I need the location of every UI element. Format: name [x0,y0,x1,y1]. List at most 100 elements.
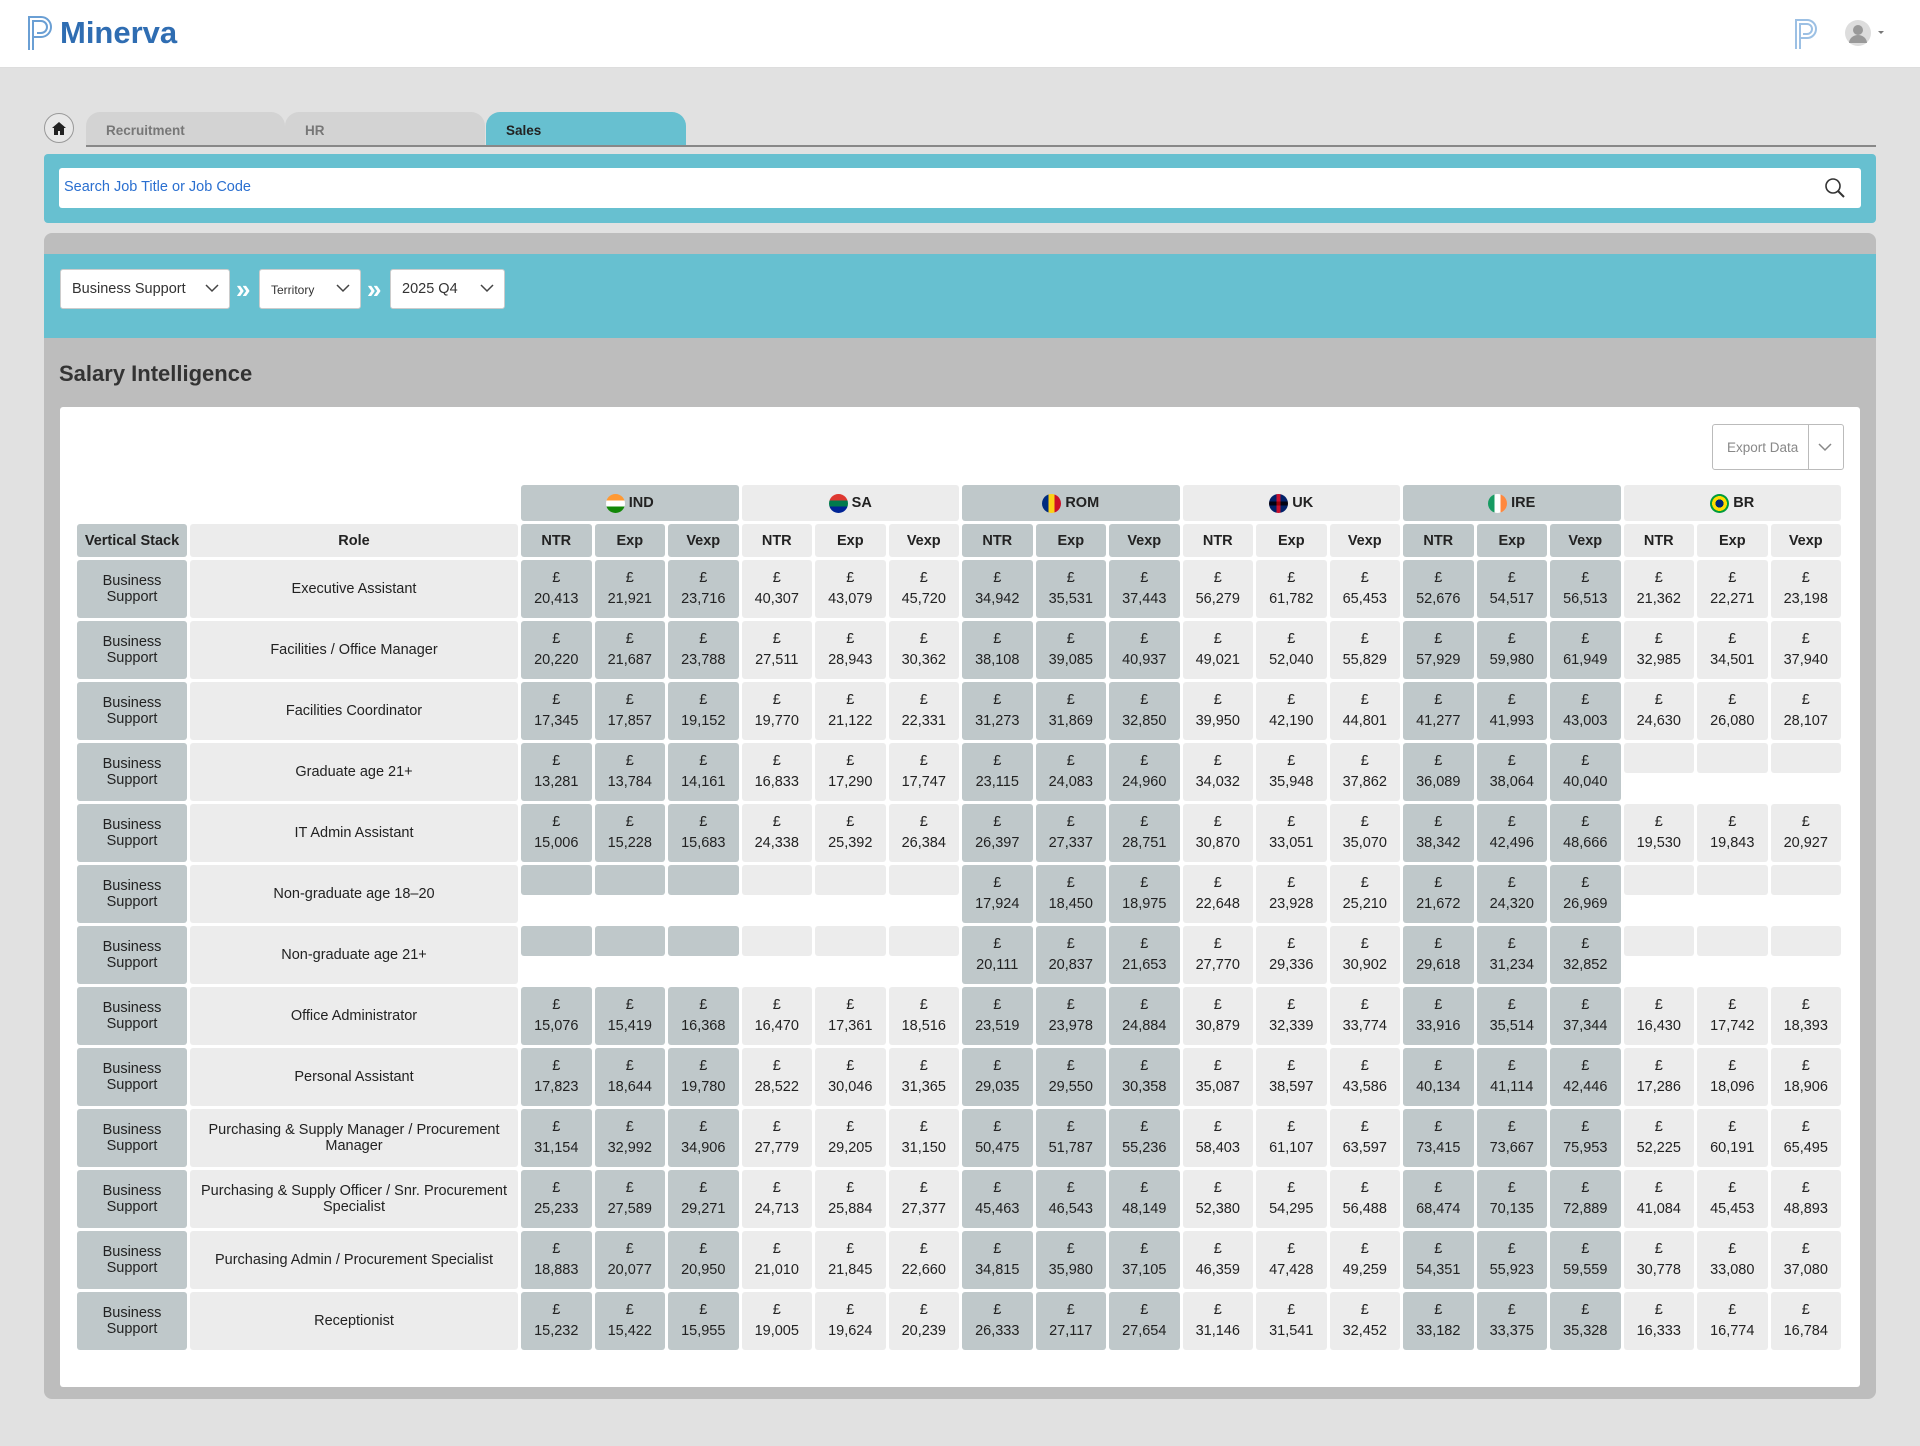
salary-value: £ 24,083 [1048,753,1093,790]
vertical-stack-cell: Business Support [77,682,187,740]
salary-cell: £ 31,234 [1476,926,1547,984]
salary-cell: £ 26,333 [962,1292,1033,1350]
salary-value: £ 15,419 [607,997,652,1034]
salary-value: £ 31,365 [901,1058,946,1095]
salary-value: £ 29,336 [1269,936,1314,973]
salary-cell: £ 23,716 [668,560,739,618]
salary-value: £ 36,089 [1416,753,1461,790]
salary-value: £ 42,446 [1563,1058,1608,1095]
salary-value: £ 35,980 [1048,1241,1093,1278]
salary-cell: £ 31,365 [888,1048,959,1106]
salary-value: £ 17,857 [607,692,652,729]
salary-cell: £ 40,307 [741,560,812,618]
salary-cell: £ 17,286 [1623,1048,1694,1106]
subcolumn-header: NTR [1403,524,1474,557]
salary-value: £ 15,228 [607,814,652,851]
salary-cell [815,865,886,895]
salary-cell: £ 55,236 [1109,1109,1180,1167]
dropdown[interactable]: Business Support [60,269,230,309]
salary-cell: £ 27,779 [741,1109,812,1167]
export-button[interactable]: Export Data [1712,424,1844,470]
salary-cell: £ 48,666 [1550,804,1621,862]
salary-cell [741,865,812,895]
salary-value: £ 35,328 [1563,1302,1608,1339]
salary-value: £ 31,234 [1489,936,1534,973]
salary-value: £ 23,716 [681,570,726,607]
role-cell: Purchasing & Supply Manager / Procuremen… [190,1109,518,1167]
salary-value: £ 27,377 [901,1180,946,1217]
salary-value: £ 17,924 [975,875,1020,912]
salary-value: £ 21,672 [1416,875,1461,912]
dropdown[interactable]: 2025 Q4 [390,269,505,309]
salary-cell: £ 45,463 [962,1170,1033,1228]
search-input[interactable]: Search Job Title or Job Code [59,168,1861,208]
salary-cell: £ 49,259 [1329,1231,1400,1289]
salary-value: £ 14,161 [681,753,726,790]
salary-value: £ 49,259 [1342,1241,1387,1278]
subcolumn-header: NTR [1182,524,1253,557]
salary-cell: £ 26,080 [1697,682,1768,740]
salary-value: £ 41,084 [1636,1180,1681,1217]
salary-cell: £ 27,337 [1035,804,1106,862]
salary-cell [1623,926,1694,956]
salary-cell: £ 37,344 [1550,987,1621,1045]
role-cell: Executive Assistant [190,560,518,618]
dropdown-label: 2025 Q4 [402,281,458,297]
salary-cell: £ 42,190 [1256,682,1327,740]
salary-value: £ 20,413 [534,570,579,607]
salary-value: £ 19,770 [754,692,799,729]
salary-value: £ 54,295 [1269,1180,1314,1217]
salary-value: £ 48,893 [1783,1180,1828,1217]
salary-value: £ 13,784 [607,753,652,790]
salary-cell: £ 59,980 [1476,621,1547,679]
search-icon[interactable] [1824,177,1846,199]
logo[interactable]: Minerva [26,14,177,52]
salary-cell: £ 41,084 [1623,1170,1694,1228]
salary-cell: £ 21,845 [815,1231,886,1289]
subcolumn-header: NTR [1623,524,1694,557]
salary-value: £ 20,837 [1048,936,1093,973]
salary-cell: £ 39,085 [1035,621,1106,679]
vertical-stack-cell: Business Support [77,1292,187,1350]
salary-value: £ 44,801 [1342,692,1387,729]
dropdown[interactable]: Territory [259,269,361,309]
salary-value: £ 52,225 [1636,1119,1681,1156]
salary-cell: £ 52,380 [1182,1170,1253,1228]
salary-cell: £ 54,295 [1256,1170,1327,1228]
salary-value: £ 24,338 [754,814,799,851]
tab[interactable]: Recruitment [86,112,285,145]
salary-cell: £ 72,889 [1550,1170,1621,1228]
salary-value: £ 37,443 [1122,570,1167,607]
salary-cell: £ 32,852 [1550,926,1621,984]
dropdown-label: Territory [271,283,315,297]
salary-value: £ 18,906 [1783,1058,1828,1095]
tab[interactable]: HR [285,112,485,145]
home-button[interactable] [44,113,74,143]
salary-value: £ 33,051 [1269,814,1314,851]
salary-cell: £ 18,644 [594,1048,665,1106]
salary-value: £ 27,337 [1048,814,1093,851]
salary-value: £ 32,985 [1636,631,1681,668]
salary-value: £ 16,430 [1636,997,1681,1034]
salary-cell: £ 25,210 [1329,865,1400,923]
salary-value: £ 39,085 [1048,631,1093,668]
salary-cell: £ 33,051 [1256,804,1327,862]
salary-cell: £ 75,953 [1550,1109,1621,1167]
salary-cell: £ 15,076 [521,987,592,1045]
salary-cell: £ 18,096 [1697,1048,1768,1106]
salary-cell: £ 33,375 [1476,1292,1547,1350]
role-cell: Graduate age 21+ [190,743,518,801]
salary-value: £ 31,146 [1195,1302,1240,1339]
salary-cell: £ 73,667 [1476,1109,1547,1167]
vertical-stack-cell: Business Support [77,1109,187,1167]
salary-cell: £ 35,531 [1035,560,1106,618]
salary-cell: £ 54,517 [1476,560,1547,618]
salary-cell [1770,865,1841,895]
salary-cell: £ 20,077 [594,1231,665,1289]
tab-active[interactable]: Sales [486,112,686,145]
salary-value: £ 68,474 [1416,1180,1461,1217]
user-menu[interactable] [1844,19,1884,47]
salary-cell: £ 40,040 [1550,743,1621,801]
salary-cell: £ 38,597 [1256,1048,1327,1106]
salary-cell: £ 30,358 [1109,1048,1180,1106]
